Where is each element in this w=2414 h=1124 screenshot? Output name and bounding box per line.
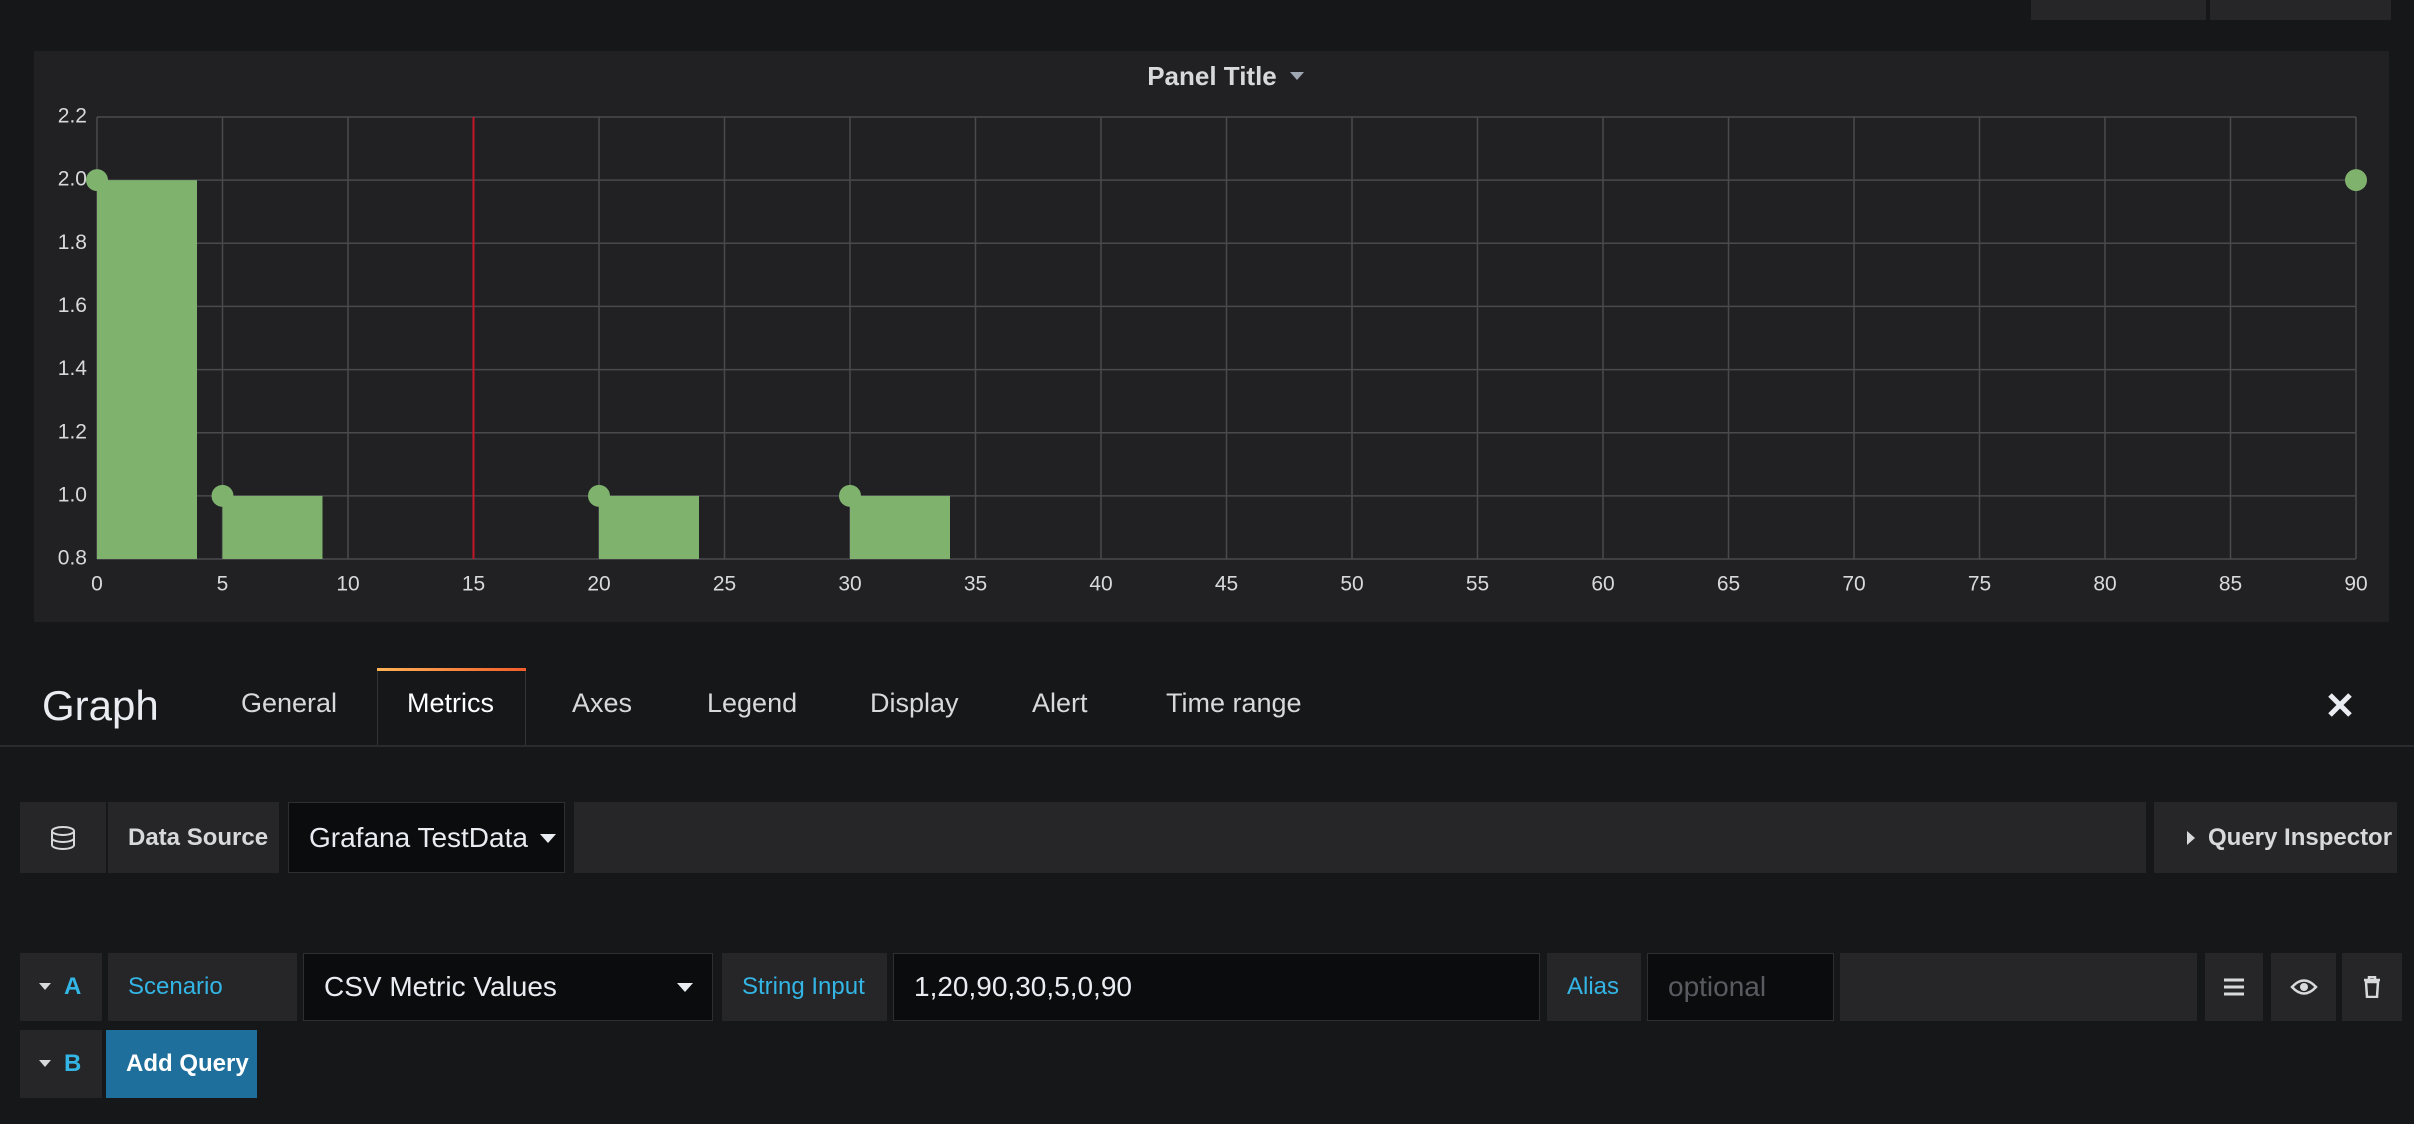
point: [2345, 169, 2367, 192]
query-ref-label: A: [64, 973, 82, 1000]
chart-title[interactable]: Panel Title: [1147, 61, 1277, 91]
scenario-value: CSV Metric Values: [324, 971, 557, 1002]
close-button[interactable]: [2325, 690, 2355, 720]
x-tick-label: 70: [1842, 573, 1865, 596]
active-tab[interactable]: [377, 668, 526, 746]
x-tick-label: 85: [2219, 573, 2242, 596]
datasource-select[interactable]: Grafana TestData: [288, 802, 565, 873]
scenario-label: Scenario: [108, 953, 297, 1021]
divider: [0, 745, 2414, 747]
x-tick-label: 55: [1466, 573, 1489, 596]
toggle-button[interactable]: [2271, 953, 2336, 1021]
tab[interactable]: Legend: [707, 688, 798, 718]
y-tick-label: 1.2: [58, 420, 87, 443]
string-input-label: String Input: [722, 953, 887, 1021]
string-input[interactable]: 1,20,90,30,5,0,90: [893, 953, 1540, 1021]
tab[interactable]: Alert: [1032, 688, 1088, 718]
point: [211, 484, 234, 507]
x-tick-label: 45: [1215, 573, 1238, 596]
alias-label: Alias: [1547, 953, 1641, 1021]
filler: [574, 802, 2146, 873]
panel: [34, 51, 2389, 622]
x-tick-label: 25: [713, 573, 736, 596]
bar: [97, 180, 197, 559]
plot-area: [97, 180, 950, 559]
tab[interactable]: Axes: [572, 688, 633, 718]
x-tick-label: 80: [2093, 573, 2116, 596]
datasource-label: Data Source: [108, 802, 279, 873]
x-tick-label: 40: [1089, 573, 1112, 596]
x-tick-label: 30: [838, 573, 861, 596]
datasource-icon: [20, 802, 106, 873]
x-tick-label: 75: [1968, 573, 1991, 596]
tab[interactable]: Display: [870, 688, 959, 718]
bar: [599, 495, 699, 559]
y-tick-label: 2.2: [58, 105, 87, 128]
add-query-button[interactable]: Add Query: [106, 1030, 257, 1098]
query-ref[interactable]: A: [20, 953, 102, 1021]
scenario-select[interactable]: CSV Metric Values: [303, 953, 713, 1021]
query-inspector[interactable]: Query Inspector: [2154, 802, 2397, 873]
top-button[interactable]: [2210, 0, 2391, 20]
x-tick-label: 5: [217, 573, 229, 596]
x-tick-label: 35: [964, 573, 987, 596]
x-tick-label: 20: [587, 573, 610, 596]
y-tick-label: 2.0: [58, 168, 87, 191]
top-button[interactable]: [2031, 0, 2206, 20]
y-tick-label: 1.6: [58, 294, 87, 317]
x-tick-label: 50: [1340, 573, 1363, 596]
x-tick-label: 0: [91, 573, 103, 596]
x-tick-label: 65: [1717, 573, 1740, 596]
query-ref-label: B: [64, 1050, 82, 1077]
query-inspector-label: Query Inspector: [2208, 823, 2393, 851]
y-tick-label: 1.0: [58, 483, 87, 506]
editor-title: Graph: [42, 682, 159, 729]
x-tick-label: 15: [462, 573, 485, 596]
tab[interactable]: General: [241, 688, 338, 718]
x-tick-label: 60: [1591, 573, 1614, 596]
x-tick-label: 90: [2344, 573, 2367, 596]
y-tick-label: 0.8: [58, 547, 87, 570]
point: [588, 484, 610, 507]
delete-button[interactable]: [2342, 953, 2402, 1021]
bar: [222, 495, 323, 559]
datasource-value: Grafana TestData: [309, 821, 528, 853]
query-ref[interactable]: B: [20, 1030, 102, 1098]
point: [839, 484, 861, 507]
filler: [1840, 953, 2197, 1021]
y-tick-label: 1.8: [58, 231, 87, 254]
point: [86, 169, 108, 192]
bar: [850, 495, 950, 559]
chart: Panel Title 0.8 1.0 1.2 1.4 1.6 1.8 2.0 2.2 0 5 10…: [34, 51, 2389, 622]
menu-button[interactable]: [2205, 953, 2263, 1021]
alias-input[interactable]: optional: [1647, 953, 1834, 1021]
active-tab-accent: [377, 668, 526, 671]
title-caret[interactable]: [1290, 72, 1304, 80]
x-tick-label: 10: [336, 573, 359, 596]
tab[interactable]: Metrics: [407, 688, 494, 718]
tab[interactable]: Time range: [1166, 688, 1302, 718]
y-tick-label: 1.4: [58, 357, 88, 380]
